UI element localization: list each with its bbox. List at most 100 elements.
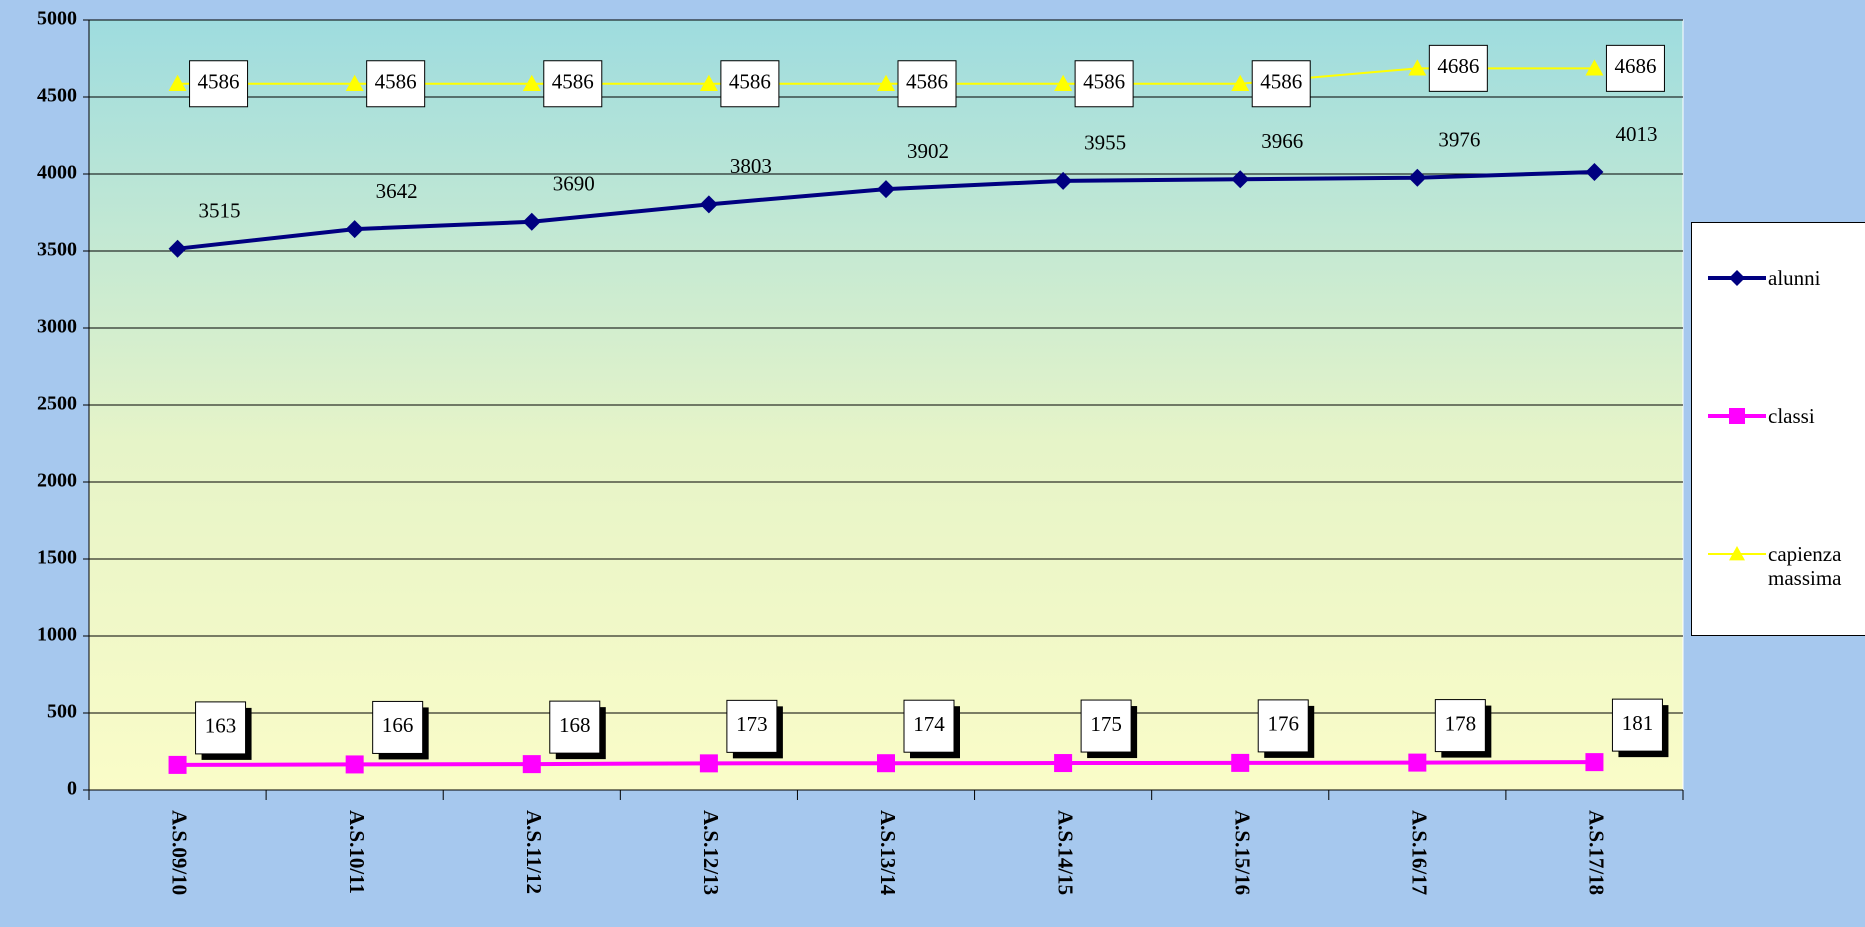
data-label: 4586	[198, 70, 240, 94]
data-label: 4586	[1083, 70, 1125, 94]
marker	[168, 755, 187, 774]
legend-label: capienza massima	[1768, 542, 1842, 590]
data-label: 4686	[1437, 54, 1479, 78]
marker	[1231, 753, 1250, 772]
y-tick-label: 4500	[37, 85, 77, 107]
y-tick-label: 2500	[37, 393, 77, 415]
legend-label: alunni	[1768, 266, 1821, 290]
data-label: 4586	[729, 70, 771, 94]
marker	[1054, 171, 1073, 190]
y-tick-label: 4000	[37, 162, 77, 184]
data-label: 181	[1622, 711, 1654, 735]
data-label: 3515	[199, 199, 241, 223]
data-label: 175	[1090, 712, 1122, 736]
y-tick-label: 1500	[37, 547, 77, 569]
marker	[1054, 74, 1073, 91]
marker	[522, 74, 541, 91]
marker	[699, 754, 718, 773]
label-box	[1428, 44, 1488, 92]
label-box	[726, 699, 778, 753]
data-label: 173	[736, 712, 768, 736]
label-box	[195, 701, 247, 755]
y-tick-label: 3000	[37, 316, 77, 338]
x-tick-label: A.S.11/12	[522, 810, 546, 894]
marker	[345, 755, 364, 774]
data-label: 174	[913, 712, 945, 736]
legend-entry: capienza massima	[1706, 542, 1863, 590]
label-box	[1257, 699, 1309, 753]
legend-key	[1708, 408, 1766, 424]
marker	[877, 180, 895, 199]
label-box	[543, 60, 603, 108]
label-box	[1080, 699, 1132, 753]
marker	[1729, 408, 1745, 424]
marker	[522, 212, 541, 231]
data-label: 4586	[906, 70, 948, 94]
y-tick-label: 3500	[37, 239, 77, 261]
data-label: 166	[382, 713, 414, 737]
x-tick-label: A.S.13/14	[876, 810, 900, 896]
label-box	[1434, 699, 1486, 753]
legend-key	[1708, 270, 1766, 286]
marker	[345, 220, 364, 239]
data-label: 3955	[1084, 131, 1126, 155]
marker	[1054, 754, 1073, 773]
label-box	[1605, 44, 1665, 92]
data-label: 168	[559, 713, 591, 737]
marker	[345, 74, 364, 91]
x-tick-label: A.S.15/16	[1230, 810, 1254, 895]
x-tick-label: A.S.16/17	[1408, 810, 1432, 895]
marker	[522, 755, 541, 774]
marker	[699, 74, 718, 91]
data-label: 4686	[1614, 54, 1656, 78]
label-box	[372, 700, 424, 754]
data-label: 4586	[552, 70, 594, 94]
data-label: 3803	[730, 154, 772, 178]
marker	[1408, 59, 1427, 76]
label-box	[366, 60, 426, 108]
data-label: 3642	[376, 179, 418, 203]
data-label: 4586	[375, 70, 417, 94]
legend: alunni classi capienza massima	[1691, 222, 1865, 636]
x-tick-label: A.S.12/13	[699, 810, 723, 895]
label-box	[903, 699, 955, 753]
marker	[168, 239, 187, 258]
marker	[1231, 74, 1250, 91]
y-tick-label: 2000	[37, 470, 77, 492]
data-label: 178	[1445, 711, 1477, 735]
marker	[1729, 270, 1745, 286]
data-label: 4586	[1260, 70, 1302, 94]
marker	[1231, 170, 1250, 189]
data-label: 176	[1267, 712, 1299, 736]
x-tick-label: A.S.14/15	[1053, 810, 1077, 895]
x-tick-label: A.S.17/18	[1585, 810, 1609, 895]
marker	[877, 754, 895, 773]
marker	[699, 195, 718, 214]
marker	[877, 74, 895, 91]
x-tick-label: A.S.10/11	[345, 810, 369, 894]
label-box	[549, 700, 601, 754]
data-label: 3902	[907, 139, 949, 163]
data-label: 3976	[1438, 128, 1480, 152]
y-tick-label: 5000	[37, 8, 77, 30]
y-tick-label: 1000	[37, 624, 77, 646]
y-tick-label: 0	[67, 778, 77, 800]
data-label: 4013	[1615, 122, 1657, 146]
x-tick-label: A.S.09/10	[168, 810, 192, 895]
label-box	[1251, 60, 1311, 108]
marker	[168, 74, 187, 91]
label-box	[1074, 60, 1134, 108]
marker	[1585, 162, 1604, 181]
data-label: 3690	[553, 172, 595, 196]
marker	[1585, 753, 1604, 772]
marker	[1408, 753, 1427, 772]
label-box	[897, 60, 957, 108]
data-label: 3966	[1261, 129, 1303, 153]
y-tick-label: 500	[47, 701, 77, 723]
marker	[1729, 546, 1745, 561]
legend-label: classi	[1768, 404, 1815, 428]
label-box	[1611, 698, 1663, 752]
label-box	[189, 60, 249, 108]
